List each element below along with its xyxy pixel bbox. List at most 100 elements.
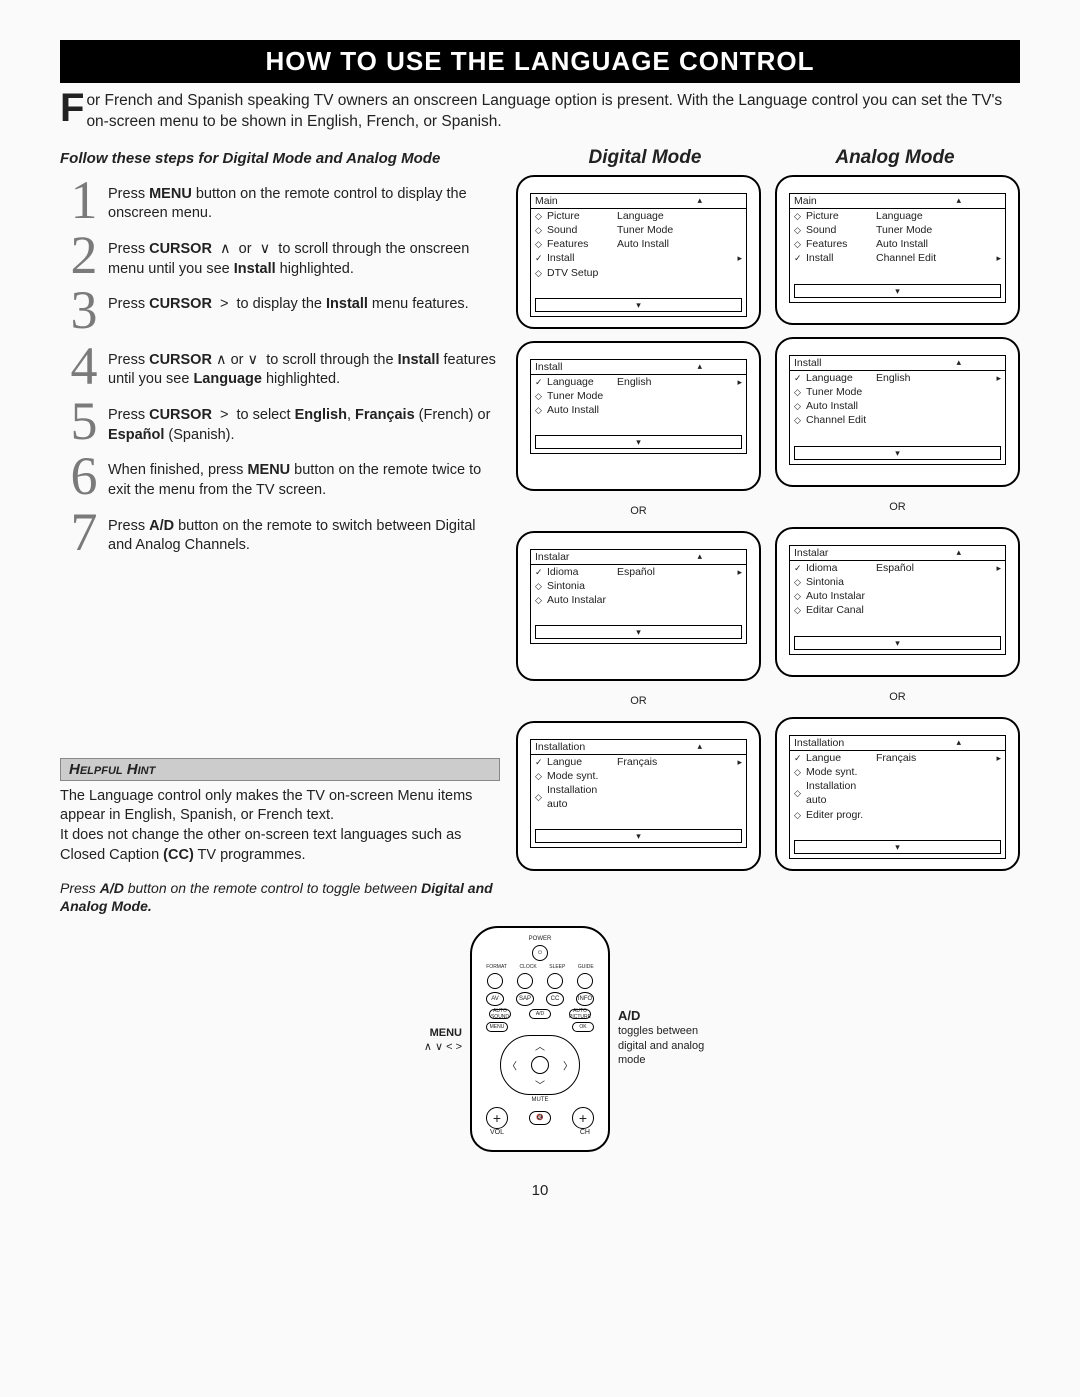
step: 1Press MENU button on the remote control… <box>60 175 500 226</box>
remote-left-labels: MENU ∧ ∨ < > <box>372 926 462 1055</box>
menu-row: ◇SoundTuner Mode <box>531 223 746 237</box>
format-button <box>487 973 503 989</box>
menu-row: ◇PictureLanguage <box>790 209 1005 223</box>
hint-note: Press A/D button on the remote control t… <box>60 879 500 915</box>
menu-box: Instalar▴✓IdiomaEspañol▸◇Sintonia◇Auto I… <box>789 545 1006 655</box>
step: 7Press A/D button on the remote to switc… <box>60 507 500 558</box>
power-button-icon: ⏻ <box>532 945 548 961</box>
ad-description: toggles between digital and analog mode <box>618 1025 704 1066</box>
step-number: 2 <box>60 230 108 281</box>
analog-screens-column: Main▴◇PictureLanguage◇SoundTuner Mode◇Fe… <box>775 175 1020 916</box>
sleep-button <box>547 973 563 989</box>
clock-button <box>517 973 533 989</box>
cc-button: CC <box>546 992 564 1006</box>
menu-row: ◇Tuner Mode <box>790 385 1005 399</box>
menu-row: ◇Installation auto <box>790 779 1005 807</box>
menu-row: ◇Sintonia <box>790 575 1005 589</box>
sub-instruction: Follow these steps for Digital Mode and … <box>60 150 520 167</box>
helpful-hint-box: Helpful Hint The Language control only m… <box>60 758 500 916</box>
tv-screen: Main▴◇PictureLanguage◇SoundTuner Mode◇Fe… <box>775 175 1020 325</box>
menu-box: Installation▴✓LangueFrançais▸◇Mode synt.… <box>789 735 1006 859</box>
step-text: When finished, press MENU button on the … <box>108 451 500 502</box>
tv-screen: Instalar▴✓IdiomaEspañol▸◇Sintonia◇Auto I… <box>775 527 1020 677</box>
ch-label: CH <box>580 1129 590 1136</box>
av-button: AV <box>486 992 504 1006</box>
menu-row: ✓LanguageEnglish▸ <box>531 375 746 389</box>
menu-row: ◇Installation auto <box>531 783 746 811</box>
remote-control-diagram: MENU ∧ ∨ < > POWER ⏻ FORMAT CLOCK SLEEP … <box>60 926 1020 1152</box>
ad-label: A/D <box>618 1008 640 1023</box>
menu-row: ◇Sintonia <box>531 579 746 593</box>
intro-paragraph: F or French and Spanish speaking TV owne… <box>60 91 1020 133</box>
step: 6When finished, press MENU button on the… <box>60 451 500 502</box>
cursor-symbols: ∧ ∨ < > <box>424 1041 462 1053</box>
step: 3Press CURSOR > to display the Install m… <box>60 285 500 336</box>
menu-header: Installation▴ <box>790 736 1005 751</box>
tv-screen: Install▴✓LanguageEnglish▸◇Tuner Mode◇Aut… <box>775 337 1020 487</box>
menu-header: Install▴ <box>531 360 746 375</box>
sub-header-row: Follow these steps for Digital Mode and … <box>60 147 1020 169</box>
dropcap: F <box>60 91 86 125</box>
menu-row: ◇FeaturesAuto Install <box>790 237 1005 251</box>
tv-screen: Instalar▴✓IdiomaEspañol▸◇Sintonia◇Auto I… <box>516 531 761 681</box>
digital-screens-column: Main▴◇PictureLanguage◇SoundTuner Mode◇Fe… <box>516 175 761 916</box>
tv-screen: Installation▴✓LangueFrançais▸◇Mode synt.… <box>775 717 1020 871</box>
guide-label: GUIDE <box>578 964 594 970</box>
menu-row: ◇Editer progr. <box>790 808 1005 822</box>
dpad-left-icon: 〈 <box>507 1057 517 1072</box>
sleep-label: SLEEP <box>549 964 565 970</box>
menu-row: ✓InstallChannel Edit▸ <box>790 251 1005 265</box>
menu-header: Main▴ <box>790 194 1005 209</box>
analog-mode-header: Analog Mode <box>770 147 1020 169</box>
step: 2Press CURSOR ∧ or ∨ to scroll through t… <box>60 230 500 281</box>
step-text: Press MENU button on the remote control … <box>108 175 500 226</box>
mute-label: MUTE <box>480 1097 600 1103</box>
step-text: Press CURSOR ∧ or ∨ to scroll through th… <box>108 341 500 392</box>
vol-plus-button: + <box>486 1107 508 1129</box>
menu-row: ✓LangueFrançais▸ <box>531 755 746 769</box>
menu-header: Installation▴ <box>531 740 746 755</box>
menu-row: ◇Editar Canal <box>790 603 1005 617</box>
menu-row: ✓LangueFrançais▸ <box>790 751 1005 765</box>
page-number: 10 <box>60 1182 1020 1199</box>
dpad-center <box>531 1056 549 1074</box>
step: 4Press CURSOR ∧ or ∨ to scroll through t… <box>60 341 500 392</box>
menu-row: ✓Install▸ <box>531 251 746 265</box>
menu-footer: ▾ <box>794 636 1001 650</box>
menu-header: Instalar▴ <box>790 546 1005 561</box>
menu-box: Main▴◇PictureLanguage◇SoundTuner Mode◇Fe… <box>789 193 1006 303</box>
info-button: INFO <box>576 992 594 1006</box>
remote-body: POWER ⏻ FORMAT CLOCK SLEEP GUIDE AV SAP … <box>470 926 610 1152</box>
menu-footer: ▾ <box>794 840 1001 854</box>
menu-row: ◇Auto Instalar <box>531 593 746 607</box>
ok-button: OK <box>572 1022 594 1032</box>
menu-row: ◇PictureLanguage <box>531 209 746 223</box>
menu-box: Instalar▴✓IdiomaEspañol▸◇Sintonia◇Auto I… <box>530 549 747 645</box>
tv-screen: Install▴✓LanguageEnglish▸◇Tuner Mode◇Aut… <box>516 341 761 491</box>
menu-label: MENU <box>430 1027 462 1039</box>
menu-footer: ▾ <box>794 446 1001 460</box>
menu-footer: ▾ <box>535 625 742 639</box>
menu-footer: ▾ <box>535 298 742 312</box>
sap-button: SAP <box>516 992 534 1006</box>
menu-row: ✓LanguageEnglish▸ <box>790 371 1005 385</box>
step-number: 7 <box>60 507 108 558</box>
hint-body: The Language control only makes the TV o… <box>60 787 500 865</box>
menu-header: Instalar▴ <box>531 550 746 565</box>
menu-footer: ▾ <box>535 435 742 449</box>
clock-label: CLOCK <box>520 964 537 970</box>
step: 5Press CURSOR > to select English, Franç… <box>60 396 500 447</box>
menu-row: ◇DTV Setup <box>531 266 746 280</box>
ch-plus-button: + <box>572 1107 594 1129</box>
format-label: FORMAT <box>486 964 507 970</box>
menu-row: ◇Auto Instalar <box>790 589 1005 603</box>
menu-row: ◇Auto Install <box>790 399 1005 413</box>
intro-text: or French and Spanish speaking TV owners… <box>86 92 1002 130</box>
menu-box: Installation▴✓LangueFrançais▸◇Mode synt.… <box>530 739 747 849</box>
or-separator: OR <box>775 691 1020 703</box>
menu-row: ◇SoundTuner Mode <box>790 223 1005 237</box>
menu-button: MENU <box>486 1022 508 1032</box>
menu-footer: ▾ <box>794 284 1001 298</box>
step-number: 6 <box>60 451 108 502</box>
menu-header: Main▴ <box>531 194 746 209</box>
